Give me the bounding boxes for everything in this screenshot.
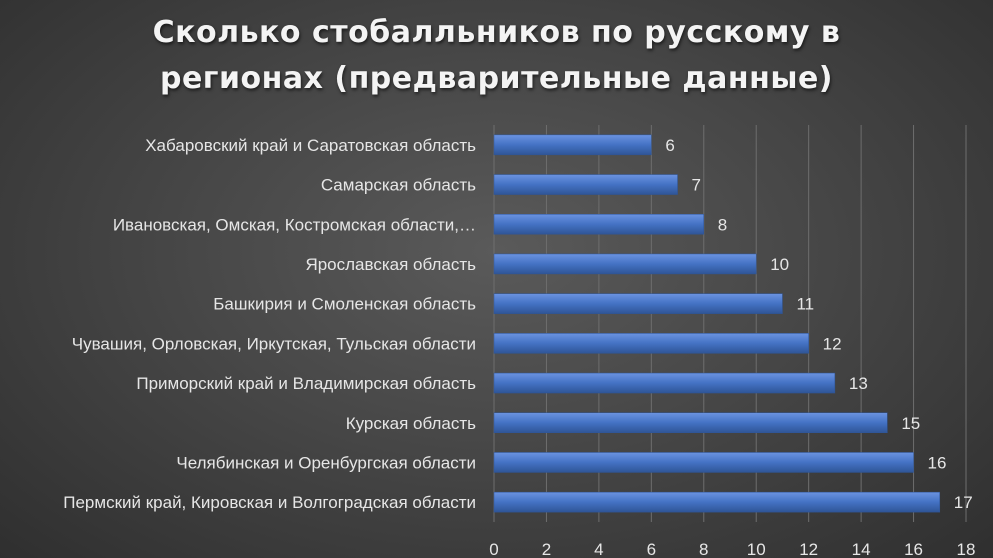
- data-label: 10: [770, 255, 789, 274]
- chart-title-line-2: регионах (предварительные данные): [159, 61, 834, 96]
- x-tick-label: 6: [647, 540, 656, 558]
- category-label: Пермский край, Кировская и Волгоградская…: [63, 493, 476, 512]
- data-label: 6: [665, 136, 674, 155]
- category-label: Ивановская, Омская, Костромская области,…: [113, 215, 476, 234]
- bar: [493, 452, 914, 473]
- data-label: 11: [796, 295, 814, 314]
- x-tick-label: 0: [489, 540, 498, 558]
- category-label: Башкирия и Смоленская область: [213, 295, 476, 314]
- bars: [493, 134, 941, 513]
- category-label: Курская область: [346, 414, 476, 433]
- bar: [493, 412, 888, 433]
- x-tick-label: 2: [542, 540, 551, 558]
- data-label: 15: [901, 414, 920, 433]
- category-label: Приморский край и Владимирская область: [136, 374, 476, 393]
- data-label: 8: [718, 215, 727, 234]
- bar: [493, 174, 678, 195]
- x-tick-label: 12: [799, 540, 818, 558]
- x-tick-label: 16: [904, 540, 923, 558]
- bar: [493, 372, 836, 394]
- category-label: Ярославская область: [305, 255, 476, 274]
- category-label: Челябинская и Оренбургская области: [176, 453, 476, 472]
- labels: 0 2 4 6 8 10 12 14 16 18 Хабаровский край и Сарато…: [63, 136, 975, 558]
- data-label: 12: [823, 334, 842, 353]
- data-label: 17: [954, 493, 973, 512]
- data-label: 16: [928, 453, 947, 472]
- category-label: Хабаровский край и Саратовская область: [145, 136, 476, 155]
- bar: [493, 253, 757, 275]
- bar: [493, 293, 783, 314]
- bar: [493, 491, 941, 513]
- x-tick-label: 10: [747, 540, 766, 558]
- x-tick-label: 8: [699, 540, 708, 558]
- data-label: 13: [849, 374, 868, 393]
- x-tick-label: 14: [852, 540, 871, 558]
- bar: [493, 333, 809, 354]
- chart-title-line-1: Сколько стобалльников по русскому в: [152, 15, 841, 50]
- x-tick-label: 4: [594, 540, 603, 558]
- chart-title: Сколько стобалльников по русскому в реги…: [0, 10, 993, 102]
- category-label: Чувашия, Орловская, Иркутская, Тульская …: [72, 334, 476, 353]
- category-label: Самарская область: [321, 176, 476, 195]
- data-label: 7: [692, 176, 701, 195]
- bar: [493, 214, 705, 235]
- bar: [493, 134, 652, 156]
- x-tick-label: 18: [957, 540, 976, 558]
